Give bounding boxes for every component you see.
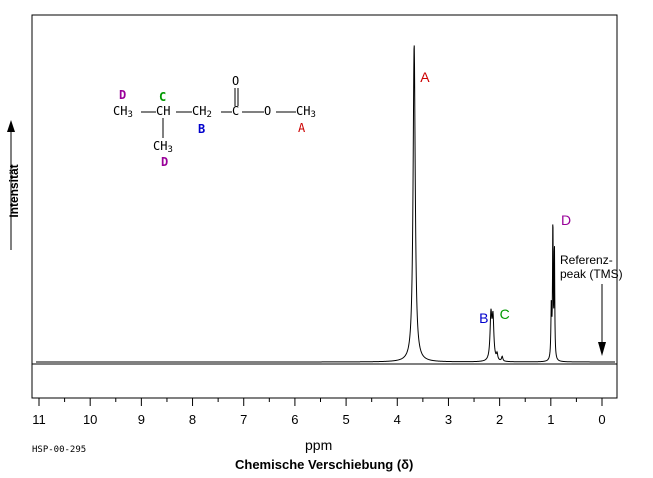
molecule-label-d-branch: D	[161, 155, 169, 169]
tms-reference-annotation: Referenz-peak (TMS)	[560, 253, 623, 356]
y-axis-arrowhead	[7, 120, 15, 132]
x-tick-label: 4	[394, 412, 401, 427]
molecule-carbonyl-o: O	[232, 74, 240, 88]
molecule-carbonyl-c: C	[232, 104, 240, 118]
molecule-ester-o: O	[264, 104, 272, 118]
molecule-ch3-right: CH3	[296, 104, 316, 120]
molecule-label-a: A	[298, 121, 306, 135]
molecule-ch2: CH2	[192, 104, 212, 120]
plot-frame	[31, 14, 618, 399]
peak-label-c: C	[500, 306, 510, 322]
peak-label-a: A	[420, 69, 430, 85]
molecule-label-b: B	[198, 122, 206, 136]
tms-arrowhead	[598, 342, 606, 356]
molecule-ch: CH	[156, 104, 171, 118]
molecule-label-d-left: D	[119, 88, 127, 102]
y-axis-label-wrap: Intensität	[2, 120, 22, 270]
x-tick-label: 5	[342, 412, 349, 427]
x-tick-label: 6	[291, 412, 298, 427]
molecule-label-c: C	[159, 90, 167, 104]
molecule-ch3-left: CH3	[113, 104, 133, 120]
x-axis-label: ppm	[305, 437, 333, 453]
x-tick-label: 2	[496, 412, 503, 427]
x-axis-tick-labels: 11 10 9 8 7 6 5 4 3 2 1 0	[32, 412, 605, 427]
x-axis-ticks	[38, 398, 603, 406]
x-tick-label: 0	[598, 412, 605, 427]
molecule-bonds	[141, 88, 296, 138]
x-tick-label: 7	[240, 412, 247, 427]
peak-label-d: D	[561, 212, 571, 228]
y-axis-label: Intensität	[7, 164, 21, 218]
x-tick-label: 9	[138, 412, 145, 427]
x-axis-sublabel: Chemische Verschiebung (δ)	[235, 457, 414, 472]
spectrum-trace	[36, 45, 615, 363]
molecule-ch3-branch: CH3	[153, 139, 173, 155]
tms-label-line1: Referenz-	[560, 253, 613, 267]
tms-label-line2: peak (TMS)	[560, 267, 623, 281]
sample-id: HSP-00-295	[32, 445, 87, 455]
x-tick-label: 1	[547, 412, 554, 427]
peak-labels: A B C D	[420, 69, 571, 326]
peak-label-b: B	[479, 310, 488, 326]
x-tick-label: 10	[83, 412, 97, 427]
x-tick-label: 11	[32, 412, 46, 427]
x-tick-label: 8	[189, 412, 196, 427]
x-tick-label: 3	[445, 412, 452, 427]
